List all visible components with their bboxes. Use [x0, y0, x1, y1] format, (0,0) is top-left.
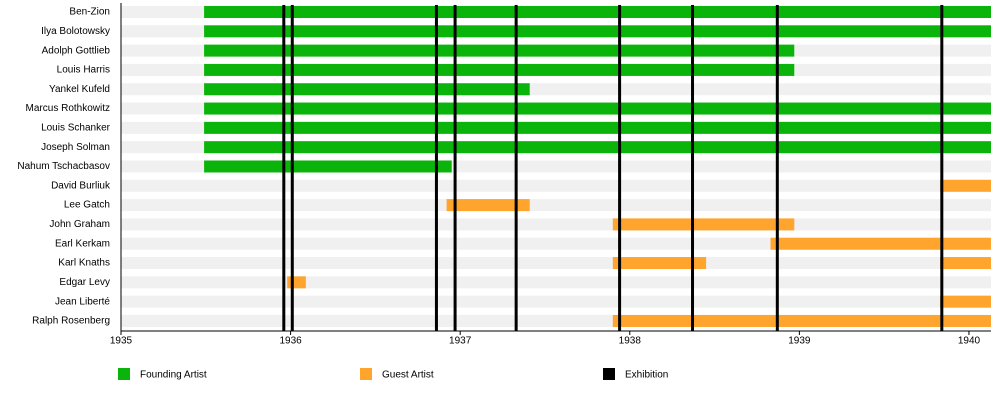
row-label: Edgar Levy — [59, 277, 110, 288]
legend-swatch — [118, 368, 130, 380]
bar — [940, 179, 991, 192]
bar — [446, 199, 530, 212]
bar — [204, 102, 991, 115]
row-label: Jean Liberté — [55, 296, 110, 307]
bar — [287, 276, 306, 289]
bar — [612, 257, 707, 270]
bar — [204, 160, 452, 173]
x-tick-label: 1937 — [449, 336, 472, 347]
x-tick-label: 1935 — [110, 336, 133, 347]
row-label: Yankel Kufeld — [49, 84, 110, 95]
row-label: Ilya Bolotowsky — [41, 26, 110, 37]
row-label: Ben-Zion — [69, 7, 110, 18]
bar — [770, 237, 991, 250]
legend-label: Exhibition — [625, 370, 668, 381]
bar — [204, 6, 991, 18]
bar — [612, 218, 795, 231]
x-tick-label: 1939 — [788, 336, 811, 347]
legend-label: Guest Artist — [382, 370, 434, 381]
x-tick-label: 1936 — [279, 336, 302, 347]
legend-label: Founding Artist — [140, 370, 207, 381]
legend-swatch — [360, 368, 372, 380]
bar — [204, 25, 991, 38]
row-label: Ralph Rosenberg — [32, 316, 110, 327]
bar — [940, 295, 991, 308]
row-label: David Burliuk — [51, 180, 111, 191]
row-label: Joseph Solman — [41, 142, 110, 153]
row-stripe — [121, 179, 991, 192]
x-tick-label: 1938 — [619, 336, 642, 347]
x-tick-label: 1940 — [958, 336, 981, 347]
legend-swatch — [603, 368, 615, 380]
bar — [204, 121, 991, 134]
row-label: Lee Gatch — [64, 200, 110, 211]
row-stripe — [121, 257, 991, 270]
row-stripe — [121, 295, 991, 308]
bar — [940, 257, 991, 270]
row-stripe — [121, 199, 991, 212]
row-label: Marcus Rothkowitz — [26, 103, 110, 114]
row-label: Karl Knaths — [58, 258, 110, 269]
bar — [204, 141, 991, 154]
row-label: Earl Kerkam — [55, 238, 110, 249]
row-label: Nahum Tschacbasov — [17, 161, 110, 172]
bar — [204, 63, 795, 76]
row-label: Louis Schanker — [41, 123, 111, 134]
row-label: John Graham — [49, 219, 110, 230]
row-label: Adolph Gottlieb — [42, 45, 111, 56]
bar — [204, 44, 795, 57]
row-label: Louis Harris — [57, 65, 110, 76]
bar — [204, 83, 530, 96]
row-stripe — [121, 218, 991, 231]
bar — [612, 314, 991, 327]
row-stripe — [121, 276, 991, 289]
